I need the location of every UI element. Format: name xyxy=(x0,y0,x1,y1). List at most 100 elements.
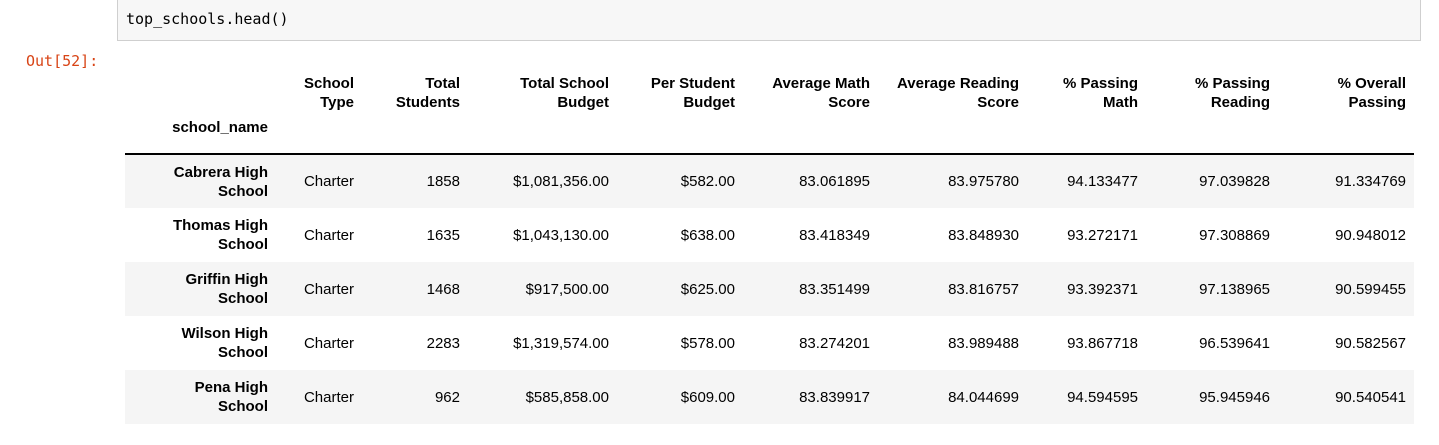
row-index-line: School xyxy=(217,344,268,361)
table-cell: Charter xyxy=(303,388,354,406)
column-header-row: School Type Total Students Total School Budge… xyxy=(125,68,1414,118)
row-index-line: School xyxy=(217,290,268,307)
index-row-blank xyxy=(1146,118,1278,154)
index-row-blank xyxy=(1278,118,1414,154)
table-row: Cabrera High School Charter 1858 $1,081,356.… xyxy=(125,154,1414,208)
table-cell: 84.044699 xyxy=(948,388,1019,406)
table-row: Pena High School Charter 962 $585,858.00 $609… xyxy=(125,370,1414,424)
row-index-line: Cabrera High xyxy=(173,163,268,181)
index-row-blank xyxy=(743,118,878,154)
column-header: Average Reading Score xyxy=(878,68,1027,118)
table-cell: 83.848930 xyxy=(948,226,1019,244)
row-index-line: Griffin High xyxy=(185,271,269,288)
table-cell: $578.00 xyxy=(680,334,735,352)
table-cell: 83.975780 xyxy=(948,173,1019,190)
row-index-label: Wilson High School xyxy=(125,316,276,370)
index-row-blank xyxy=(362,118,468,154)
index-name-row: school_name xyxy=(125,118,1414,154)
column-header-line: Budget xyxy=(557,94,609,111)
table-cell: $582.00 xyxy=(680,173,735,190)
column-header-line: Students xyxy=(395,94,460,111)
row-index-label: Cabrera High School xyxy=(125,154,276,208)
table-cell: $638.00 xyxy=(680,226,735,244)
column-header-line: Type xyxy=(320,94,354,111)
table-cell: 83.816757 xyxy=(948,280,1019,298)
column-header-line: % Overall xyxy=(1337,75,1406,92)
table-cell: 94.594595 xyxy=(1067,388,1138,406)
column-header-line: Score xyxy=(977,94,1019,111)
table-cell: $1,319,574.00 xyxy=(513,334,609,352)
column-header-line: Score xyxy=(828,94,870,111)
column-header-line: % Passing xyxy=(1062,75,1138,92)
column-header-line: Average Math xyxy=(772,75,870,92)
table-cell: $585,858.00 xyxy=(525,388,609,406)
index-row-blank xyxy=(617,118,743,154)
row-index-line: Thomas High xyxy=(172,217,268,234)
table-cell: 83.274201 xyxy=(799,334,870,352)
row-index-label: Pena High School xyxy=(125,370,276,424)
table-cell: 96.539641 xyxy=(1199,334,1270,352)
code-input-cell[interactable]: top_schools.head() xyxy=(117,0,1421,41)
table-cell: Charter xyxy=(303,334,354,352)
column-header: % Passing Math xyxy=(1027,68,1146,118)
table-cell: 93.272171 xyxy=(1067,226,1138,244)
table-row: Thomas High School Charter 1635 $1,043,130.0… xyxy=(125,208,1414,262)
row-index-label: Griffin High School xyxy=(125,262,276,316)
table-cell: $1,081,356.00 xyxy=(513,173,609,190)
table-cell: 83.061895 xyxy=(799,173,870,190)
table-cell: 1468 xyxy=(426,280,460,298)
index-row-blank xyxy=(276,118,362,154)
table-cell: 90.599455 xyxy=(1335,280,1406,298)
table-cell: 83.418349 xyxy=(799,226,870,244)
row-index-line: School xyxy=(217,236,268,253)
column-header: Total School Budget xyxy=(468,68,617,118)
column-header-line: Math xyxy=(1103,94,1138,111)
table-cell: 95.945946 xyxy=(1199,388,1270,406)
table-cell: Charter xyxy=(303,280,354,298)
table-cell: 91.334769 xyxy=(1335,173,1406,190)
output-prompt: Out[52]: xyxy=(26,52,99,70)
table-row: Griffin High School Charter 1468 $917,500.00… xyxy=(125,262,1414,316)
column-header-line: Average Reading xyxy=(897,75,1019,92)
row-index-line: Pena High xyxy=(194,379,268,396)
index-row-blank xyxy=(1027,118,1146,154)
table-cell: 97.308869 xyxy=(1199,226,1270,244)
column-header: Total Students xyxy=(362,68,468,118)
column-header-line: Reading xyxy=(1210,94,1270,111)
column-header: % Overall Passing xyxy=(1278,68,1414,118)
table-cell: 2283 xyxy=(426,334,460,352)
table-cell: 1635 xyxy=(426,226,460,244)
table-cell: 93.867718 xyxy=(1067,334,1138,352)
index-row-blank xyxy=(878,118,1027,154)
table-cell: 83.989488 xyxy=(948,334,1019,352)
table-cell: Charter xyxy=(303,173,354,190)
table-cell: 90.948012 xyxy=(1335,226,1406,244)
column-header-line: Total School xyxy=(520,75,609,92)
table-cell: $1,043,130.00 xyxy=(513,226,609,244)
table-cell: 1858 xyxy=(426,173,460,190)
column-header: School Type xyxy=(276,68,362,118)
table-cell: 97.039828 xyxy=(1199,173,1270,190)
table-cell: $625.00 xyxy=(680,280,735,298)
dataframe-table: School Type Total Students Total School Budge… xyxy=(125,68,1414,424)
row-index-line: School xyxy=(217,182,268,200)
dataframe-body: Cabrera High School Charter 1858 $1,081,356.… xyxy=(125,154,1414,424)
table-cell: 90.582567 xyxy=(1335,334,1406,352)
column-header-line: % Passing xyxy=(1194,75,1270,92)
column-header-line: Total xyxy=(425,75,460,92)
table-cell: 93.392371 xyxy=(1067,280,1138,298)
column-header-line: Passing xyxy=(1348,94,1406,111)
row-index-line: Wilson High xyxy=(181,325,268,342)
table-row: Wilson High School Charter 2283 $1,319,574.0… xyxy=(125,316,1414,370)
column-header: Per Student Budget xyxy=(617,68,743,118)
code-text[interactable]: top_schools.head() xyxy=(126,10,289,28)
table-cell: 962 xyxy=(434,388,460,406)
column-header-line: Per Student xyxy=(650,75,735,92)
column-header-line: School xyxy=(303,75,354,92)
table-cell: 83.839917 xyxy=(799,388,870,406)
table-cell: $609.00 xyxy=(680,388,735,406)
table-cell: 94.133477 xyxy=(1067,173,1138,190)
table-cell: 83.351499 xyxy=(799,280,870,298)
table-cell: Charter xyxy=(303,226,354,244)
column-header: Average Math Score xyxy=(743,68,878,118)
